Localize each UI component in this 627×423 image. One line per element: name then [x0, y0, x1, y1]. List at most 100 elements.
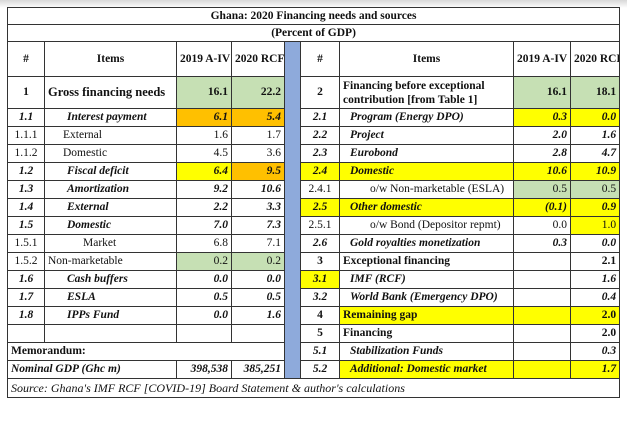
value-2019: 6.4 [176, 162, 232, 181]
value-2020: 10.9 [569, 162, 621, 181]
value-2019: 398,538 [176, 360, 232, 379]
table-row: 5 Financing 2.0 [7, 324, 621, 343]
value-2020: 0.0 [569, 108, 621, 127]
value-2020: 2.0 [569, 306, 621, 325]
value-2019: 1.6 [176, 126, 232, 145]
table-row: 1.1.2 Domestic 4.5 3.6 2.3 Eurobond 2.8 4.7 [7, 144, 621, 163]
table-row: 1.5.1 Market 6.8 7.1 2.6 Gold royalties monet… [7, 234, 621, 253]
separator-column [284, 41, 301, 77]
value-2020: 22.2 [231, 76, 285, 109]
separator-column [284, 324, 301, 343]
row-num: 5 [300, 324, 340, 343]
row-num: 2.5 [300, 198, 340, 217]
value-2019: 9.2 [176, 180, 232, 199]
row-num: 2.2 [300, 126, 340, 145]
value-2019: 0.5 [513, 180, 571, 199]
separator-column [284, 360, 301, 379]
row-item: o/w Bond (Depositor repmt) [339, 216, 514, 235]
row-item: Exceptional financing [339, 252, 514, 271]
row-item: External [44, 126, 177, 145]
row-item: Gross financing needs [44, 76, 177, 109]
value-2019: 4.5 [176, 144, 232, 163]
value-2019 [513, 306, 571, 325]
row-item: Program (Energy DPO) [339, 108, 514, 127]
table-row: 1.8 IPPs Fund 0.0 1.6 4 Remaining gap 2.0 [7, 306, 621, 325]
value-2020: 0.9 [569, 198, 621, 217]
table-row: 1 Gross financing needs 16.1 22.2 2 Fina… [7, 76, 621, 109]
value-2019 [513, 360, 571, 379]
value-2019 [513, 252, 571, 271]
value-2020: 0.5 [569, 180, 621, 199]
row-num: 1.7 [7, 288, 45, 307]
memorandum-label: Memorandum: [7, 342, 285, 361]
table-row: 1.4 External 2.2 3.3 2.5 Other domestic (0.1) 0… [7, 198, 621, 217]
row-item: Domestic [44, 144, 177, 163]
value-2020: 0.0 [569, 234, 621, 253]
row-item: o/w Non-marketable (ESLA) [339, 180, 514, 199]
separator-column [284, 234, 301, 253]
value-2019: 0.0 [513, 216, 571, 235]
row-num: 2.6 [300, 234, 340, 253]
value-2020: 18.1 [569, 76, 621, 109]
value-2019: 0.0 [176, 270, 232, 289]
row-item: Gold royalties monetization [339, 234, 514, 253]
row-item: IMF (RCF) [339, 270, 514, 289]
separator-column [284, 180, 301, 199]
row-item: Market [44, 234, 177, 253]
row-item: Non-marketable [44, 252, 177, 271]
table-row: 1.2 Fiscal deficit 6.4 9.5 2.4 Domestic 10.6 10… [7, 162, 621, 181]
row-num: 1.6 [7, 270, 45, 289]
separator-column [284, 270, 301, 289]
value-2020: 0.0 [231, 270, 285, 289]
value-2020: 0.3 [569, 342, 621, 361]
row-item: Project [339, 126, 514, 145]
value-2019: 10.6 [513, 162, 571, 181]
value-2020: 1.6 [231, 306, 285, 325]
separator-column [284, 288, 301, 307]
row-num: 1.5.2 [7, 252, 45, 271]
row-num: 5.1 [300, 342, 340, 361]
table-row: 1.7 ESLA 0.5 0.5 3.2 World Bank (Emergency DP… [7, 288, 621, 307]
value-2019: 2.0 [513, 126, 571, 145]
row-num: 2.3 [300, 144, 340, 163]
table-subtitle: (Percent of GDP) [6, 24, 621, 42]
row-item: Eurobond [339, 144, 514, 163]
header-num-left: # [7, 41, 45, 77]
row-num: 1.2 [7, 162, 45, 181]
row-num: 1.1.2 [7, 144, 45, 163]
value-2020: 4.7 [569, 144, 621, 163]
separator-column [284, 306, 301, 325]
nominal-gdp-label: Nominal GDP (Ghc m) [7, 360, 177, 379]
value-2020: 1.0 [569, 216, 621, 235]
window-shadow [0, 0, 627, 8]
row-item [44, 324, 177, 343]
table-row: 1.3 Amortization 9.2 10.6 2.4.1 o/w Non-marke… [7, 180, 621, 199]
value-2020: 9.5 [231, 162, 285, 181]
header-num-right: # [300, 41, 340, 77]
value-2020: 2.0 [569, 324, 621, 343]
row-item: Fiscal deficit [44, 162, 177, 181]
row-item: Amortization [44, 180, 177, 199]
row-num: 3.1 [300, 270, 340, 289]
row-num: 3.2 [300, 288, 340, 307]
row-num: 1.3 [7, 180, 45, 199]
table-row: 1.5 Domestic 7.0 7.3 2.5.1 o/w Bond (Deposito… [7, 216, 621, 235]
row-num: 2.1 [300, 108, 340, 127]
row-item: Additional: Domestic market [339, 360, 514, 379]
row-num: 5.2 [300, 360, 340, 379]
row-item: External [44, 198, 177, 217]
separator-column [284, 216, 301, 235]
row-num: 1 [7, 76, 45, 109]
value-2020: 0.4 [569, 288, 621, 307]
row-num: 1.5 [7, 216, 45, 235]
row-num: 4 [300, 306, 340, 325]
row-num: 1.4 [7, 198, 45, 217]
header-2019-left: 2019 A-IV [176, 41, 232, 77]
row-item: Interest payment [44, 108, 177, 127]
financing-table: Ghana: 2020 Financing needs and sources … [6, 7, 621, 398]
separator-column [284, 162, 301, 181]
row-item: Stabilization Funds [339, 342, 514, 361]
row-num: 2 [300, 76, 340, 109]
row-num: 2.4 [300, 162, 340, 181]
value-2019: 16.1 [513, 76, 571, 109]
